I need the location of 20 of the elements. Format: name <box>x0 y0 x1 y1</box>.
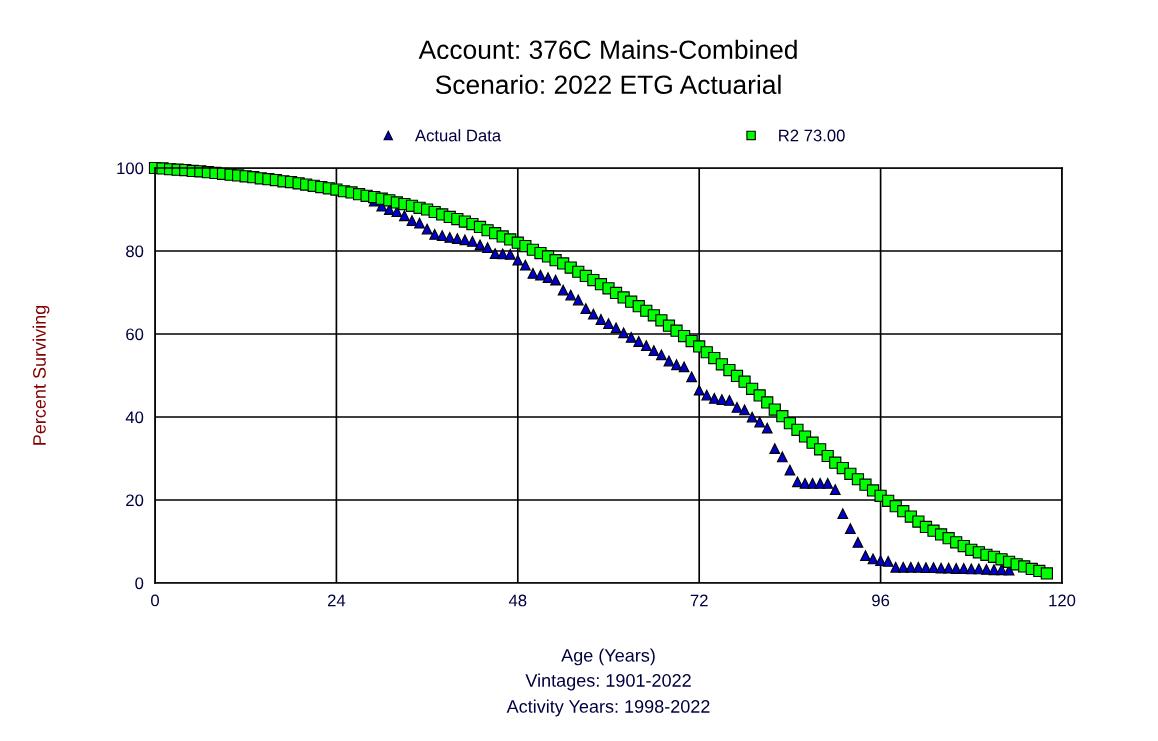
y-tick-label: 80 <box>126 245 144 258</box>
x-axis-title: Age (Years) <box>561 648 655 666</box>
chart-subtitle: Scenario: 2022 ETG Actuarial <box>435 74 781 95</box>
y-tick-label: 100 <box>117 162 144 175</box>
x-tick-label: 48 <box>508 594 527 607</box>
y-tick-label: 20 <box>126 494 144 507</box>
text: Activity Years: 1998-2022 <box>506 699 710 717</box>
chart-title: Account: 376C Mains-Combined <box>418 39 797 60</box>
x-tick-label: 0 <box>151 594 159 607</box>
x-tick-label: 96 <box>872 594 890 607</box>
y-axis-title: Percent Surviving <box>32 305 50 445</box>
x-tick-label: 72 <box>690 594 708 607</box>
y-tick-label: 0 <box>135 577 144 590</box>
y-tick-label: 60 <box>126 328 144 341</box>
x-tick-label: 24 <box>327 594 346 607</box>
legend-label: Actual Data <box>414 129 502 142</box>
text: Vintages: 1901-2022 <box>525 673 691 691</box>
legend-label: R2 73.00 <box>779 129 845 142</box>
x-tick-label: 120 <box>1049 594 1076 607</box>
y-tick-label: 40 <box>125 411 144 424</box>
